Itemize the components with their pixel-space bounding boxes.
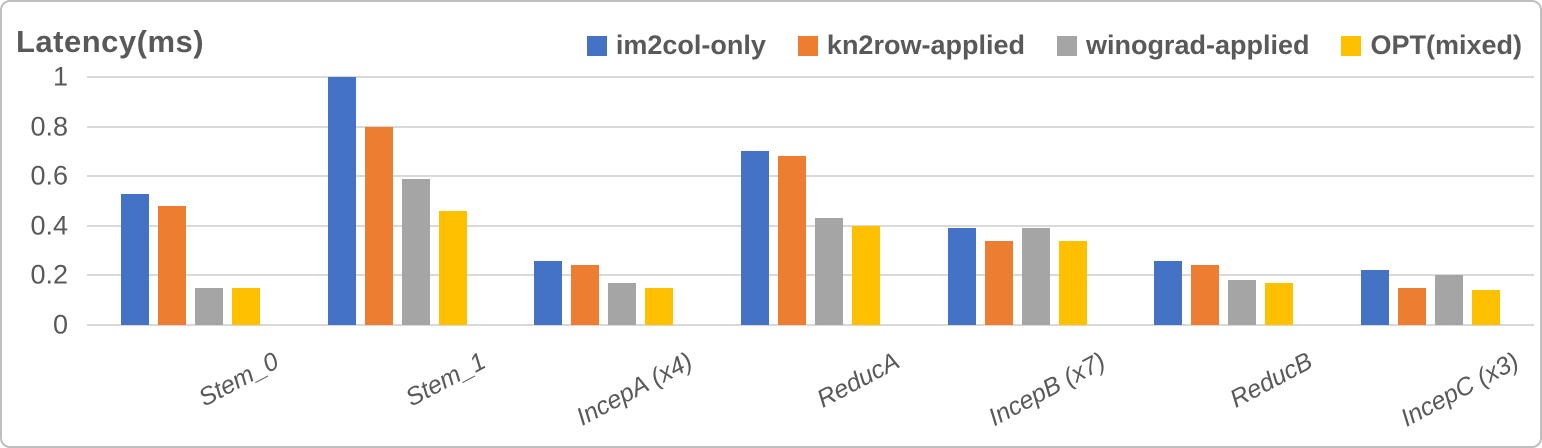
y-tick-label: 0 (52, 309, 68, 340)
legend-item-kn2row-applied: kn2row-applied (797, 30, 1025, 61)
legend-item-winograd-applied: winograd-applied (1056, 30, 1310, 61)
gridlines-layer (87, 76, 1534, 326)
bar-winograd-applied-Stem_0 (194, 287, 223, 325)
bar-im2col-only-ReducB (1154, 260, 1183, 325)
bar-kn2row-applied-Stem_0 (157, 205, 186, 325)
bar-kn2row-applied-IncepA (x4) (571, 265, 600, 325)
bar-winograd-applied-IncepA (x4) (608, 282, 637, 325)
x-tick-label: ReducB (1225, 347, 1318, 414)
bar-im2col-only-IncepC (x3) (1361, 270, 1390, 325)
legend-swatch-icon (1341, 35, 1362, 56)
x-category-cell: Stem_0 (87, 335, 294, 446)
bar-group-IncepA (x4) (500, 77, 707, 325)
bar-OPT(mixed)-Stem_1 (438, 210, 467, 325)
y-tick-label: 0.8 (30, 111, 68, 142)
bar-group-Stem_1 (294, 77, 501, 325)
x-tick-label: Stem_1 (400, 347, 491, 413)
x-category-cell: Stem_1 (294, 335, 501, 446)
gridline (87, 125, 1534, 128)
bar-im2col-only-IncepA (x4) (534, 260, 563, 325)
x-category-cell: IncepA (x4) (500, 335, 707, 446)
bar-im2col-only-Stem_0 (120, 193, 149, 325)
x-tick-label: IncepC (x3) (1396, 347, 1524, 433)
bar-kn2row-applied-IncepC (x3) (1398, 287, 1427, 325)
y-axis-labels: 1 0.8 0.6 0.4 0.2 0 (2, 62, 68, 340)
chart-title: Latency(ms) (16, 24, 205, 59)
y-tick-label: 1 (52, 61, 68, 92)
bar-winograd-applied-Stem_1 (401, 178, 430, 325)
x-tick-label: Stem_0 (194, 347, 284, 413)
legend-label: OPT(mixed) (1370, 30, 1522, 60)
bar-OPT(mixed)-Stem_0 (231, 287, 260, 325)
bar-OPT(mixed)-IncepB (x7) (1058, 240, 1087, 325)
bar-group-IncepC (x3) (1327, 77, 1534, 325)
legend-item-OPT(mixed): OPT(mixed) (1341, 30, 1522, 61)
bar-OPT(mixed)-IncepA (x4) (645, 287, 674, 325)
bar-im2col-only-IncepB (x7) (947, 228, 976, 325)
gridline (87, 76, 1534, 78)
x-category-cell: ReducA (707, 335, 914, 446)
bar-OPT(mixed)-ReducB (1265, 282, 1294, 325)
bar-group-IncepB (x7) (914, 77, 1121, 325)
x-tick-label: IncepA (x4) (571, 347, 697, 432)
legend: im2col-only kn2row-applied winograd-applie… (586, 30, 1522, 61)
bar-winograd-applied-ReducB (1228, 280, 1257, 325)
gridline (87, 274, 1534, 277)
bar-OPT(mixed)-IncepC (x3) (1472, 290, 1501, 325)
legend-label: winograd-applied (1085, 30, 1310, 60)
bar-OPT(mixed)-ReducA (852, 225, 881, 325)
bar-winograd-applied-ReducA (815, 218, 844, 325)
gridline (87, 324, 1534, 326)
bar-group-Stem_0 (87, 77, 294, 325)
bar-winograd-applied-IncepB (x7) (1021, 228, 1050, 325)
x-axis-labels: Stem_0 Stem_1 IncepA (x4) ReducA IncepB (x7)… (87, 335, 1534, 446)
bar-group-ReducB (1121, 77, 1328, 325)
x-category-cell: IncepC (x3) (1327, 335, 1534, 446)
legend-swatch-icon (586, 35, 607, 56)
legend-label: im2col-only (615, 30, 766, 60)
x-tick-label: IncepB (x7) (984, 347, 1111, 432)
bar-kn2row-applied-Stem_1 (364, 126, 393, 325)
legend-item-im2col-only: im2col-only (586, 30, 766, 61)
bar-kn2row-applied-IncepB (x7) (984, 240, 1013, 325)
x-tick-label: ReducA (811, 347, 904, 414)
plot-area (87, 77, 1534, 325)
y-tick-label: 0.2 (30, 259, 68, 290)
bar-im2col-only-ReducA (741, 151, 770, 325)
y-tick-label: 0.4 (30, 210, 68, 241)
x-category-cell: ReducB (1121, 335, 1328, 446)
legend-swatch-icon (797, 35, 818, 56)
bar-group-ReducA (707, 77, 914, 325)
legend-label: kn2row-applied (826, 30, 1025, 60)
gridline (87, 175, 1534, 178)
legend-swatch-icon (1056, 35, 1077, 56)
y-tick-label: 0.6 (30, 160, 68, 191)
gridline (87, 224, 1534, 227)
bar-kn2row-applied-ReducB (1191, 265, 1220, 325)
x-category-cell: IncepB (x7) (914, 335, 1121, 446)
bar-winograd-applied-IncepC (x3) (1435, 275, 1464, 325)
bar-im2col-only-Stem_1 (327, 77, 356, 325)
bar-kn2row-applied-ReducA (778, 156, 807, 325)
